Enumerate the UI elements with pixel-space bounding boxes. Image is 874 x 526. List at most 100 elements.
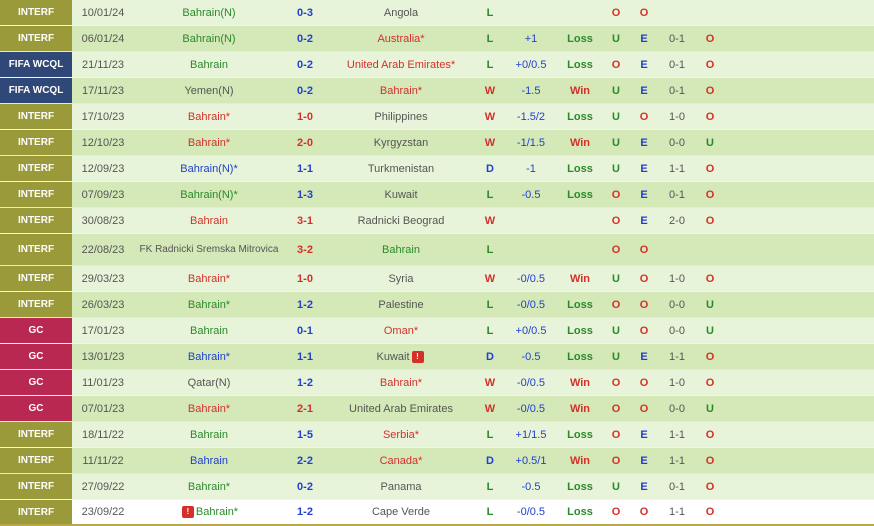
score-link[interactable]: 0-2 bbox=[284, 78, 326, 103]
match-date: 07/01/23 bbox=[72, 396, 134, 421]
home-team[interactable]: Bahrain* bbox=[134, 266, 284, 291]
match-row[interactable]: GC17/01/23Bahrain0-1Oman*L+0/0.5LossUO0-… bbox=[0, 318, 874, 344]
away-team[interactable]: Serbia* bbox=[326, 422, 476, 447]
home-team[interactable]: Bahrain* bbox=[134, 130, 284, 155]
away-team[interactable]: Kyrgyzstan bbox=[326, 130, 476, 155]
competition-label: FIFA WCQL bbox=[0, 78, 72, 103]
home-team[interactable]: Bahrain(N) bbox=[134, 0, 284, 25]
home-team[interactable]: Bahrain bbox=[134, 52, 284, 77]
away-team[interactable]: United Arab Emirates bbox=[326, 396, 476, 421]
score-link[interactable]: 1-2 bbox=[284, 292, 326, 317]
score-link[interactable]: 1-0 bbox=[284, 266, 326, 291]
score-link[interactable]: 0-3 bbox=[284, 0, 326, 25]
match-row[interactable]: FIFA WCQL17/11/23Yemen(N)0-2Bahrain*W-1.… bbox=[0, 78, 874, 104]
home-team[interactable]: Bahrain(N) bbox=[134, 26, 284, 51]
away-team[interactable]: Panama bbox=[326, 474, 476, 499]
score-link[interactable]: 0-2 bbox=[284, 26, 326, 51]
match-date: 17/10/23 bbox=[72, 104, 134, 129]
match-row[interactable]: INTERF12/09/23Bahrain(N)*1-1Turkmenistan… bbox=[0, 156, 874, 182]
away-team[interactable]: Bahrain bbox=[326, 234, 476, 265]
away-team[interactable]: Radnicki Beograd bbox=[326, 208, 476, 233]
over-under-2: E bbox=[630, 208, 658, 233]
away-team[interactable]: Bahrain* bbox=[326, 370, 476, 395]
home-team[interactable]: Bahrain bbox=[134, 422, 284, 447]
match-date: 12/10/23 bbox=[72, 130, 134, 155]
match-date: 18/11/22 bbox=[72, 422, 134, 447]
halftime-score: 0-1 bbox=[658, 78, 696, 103]
match-row[interactable]: INTERF27/09/22Bahrain*0-2PanamaL-0.5Loss… bbox=[0, 474, 874, 500]
match-row[interactable]: INTERF17/10/23Bahrain*1-0PhilippinesW-1.… bbox=[0, 104, 874, 130]
home-team[interactable]: Bahrain bbox=[134, 318, 284, 343]
away-team[interactable]: Australia* bbox=[326, 26, 476, 51]
match-row[interactable]: FIFA WCQL21/11/23Bahrain0-2United Arab E… bbox=[0, 52, 874, 78]
match-row[interactable]: INTERF10/01/24Bahrain(N)0-3AngolaLOO bbox=[0, 0, 874, 26]
score-link[interactable]: 3-2 bbox=[284, 234, 326, 265]
away-team[interactable]: Canada* bbox=[326, 448, 476, 473]
score-link[interactable]: 0-2 bbox=[284, 474, 326, 499]
away-team[interactable]: Palestine bbox=[326, 292, 476, 317]
home-team[interactable]: Yemen(N) bbox=[134, 78, 284, 103]
away-team[interactable]: Oman* bbox=[326, 318, 476, 343]
home-team[interactable]: Bahrain* bbox=[134, 292, 284, 317]
over-under-3: O bbox=[696, 422, 724, 447]
away-team[interactable]: United Arab Emirates* bbox=[326, 52, 476, 77]
away-team[interactable]: Kuwait! bbox=[326, 344, 476, 369]
match-row[interactable]: INTERF07/09/23Bahrain(N)*1-3KuwaitL-0.5L… bbox=[0, 182, 874, 208]
match-row[interactable]: GC13/01/23Bahrain*1-1Kuwait!D-0.5LossUE1… bbox=[0, 344, 874, 370]
score-link[interactable]: 2-0 bbox=[284, 130, 326, 155]
score-link[interactable]: 1-2 bbox=[284, 500, 326, 524]
home-team[interactable]: Bahrain* bbox=[134, 396, 284, 421]
match-row[interactable]: INTERF11/11/22Bahrain2-2Canada*D+0.5/1Wi… bbox=[0, 448, 874, 474]
handicap: +0/0.5 bbox=[504, 52, 558, 77]
match-row[interactable]: INTERF23/09/22!Bahrain*1-2Cape VerdeL-0/… bbox=[0, 500, 874, 526]
score-link[interactable]: 1-3 bbox=[284, 182, 326, 207]
match-row[interactable]: INTERF26/03/23Bahrain*1-2PalestineL-0/0.… bbox=[0, 292, 874, 318]
score-link[interactable]: 2-2 bbox=[284, 448, 326, 473]
over-under-3: O bbox=[696, 78, 724, 103]
halftime-score: 0-0 bbox=[658, 292, 696, 317]
score-link[interactable]: 0-1 bbox=[284, 318, 326, 343]
match-row[interactable]: INTERF12/10/23Bahrain*2-0KyrgyzstanW-1/1… bbox=[0, 130, 874, 156]
home-team[interactable]: !Bahrain* bbox=[134, 500, 284, 524]
match-row[interactable]: INTERF22/08/23FK Radnicki Sremska Mitrov… bbox=[0, 234, 874, 266]
result: W bbox=[476, 370, 504, 395]
away-team[interactable]: Kuwait bbox=[326, 182, 476, 207]
score-link[interactable]: 0-2 bbox=[284, 52, 326, 77]
match-row[interactable]: GC11/01/23Qatar(N)1-2Bahrain*W-0/0.5WinO… bbox=[0, 370, 874, 396]
home-team[interactable]: FK Radnicki Sremska Mitrovica bbox=[134, 234, 284, 265]
score-link[interactable]: 2-1 bbox=[284, 396, 326, 421]
over-under-1: O bbox=[602, 52, 630, 77]
away-team[interactable]: Cape Verde bbox=[326, 500, 476, 524]
result: W bbox=[476, 104, 504, 129]
home-team[interactable]: Bahrain bbox=[134, 208, 284, 233]
halftime-score: 0-0 bbox=[658, 396, 696, 421]
competition-label: INTERF bbox=[0, 156, 72, 181]
score-link[interactable]: 1-5 bbox=[284, 422, 326, 447]
competition-label: INTERF bbox=[0, 422, 72, 447]
away-team[interactable]: Bahrain* bbox=[326, 78, 476, 103]
home-team[interactable]: Qatar(N) bbox=[134, 370, 284, 395]
match-row[interactable]: INTERF29/03/23Bahrain*1-0SyriaW-0/0.5Win… bbox=[0, 266, 874, 292]
home-team[interactable]: Bahrain bbox=[134, 448, 284, 473]
match-row[interactable]: INTERF18/11/22Bahrain1-5Serbia*L+1/1.5Lo… bbox=[0, 422, 874, 448]
home-team[interactable]: Bahrain* bbox=[134, 104, 284, 129]
score-link[interactable]: 3-1 bbox=[284, 208, 326, 233]
match-row[interactable]: INTERF30/08/23Bahrain3-1Radnicki Beograd… bbox=[0, 208, 874, 234]
away-team[interactable]: Philippines bbox=[326, 104, 476, 129]
away-team[interactable]: Angola bbox=[326, 0, 476, 25]
home-team[interactable]: Bahrain* bbox=[134, 474, 284, 499]
match-date: 06/01/24 bbox=[72, 26, 134, 51]
score-link[interactable]: 1-2 bbox=[284, 370, 326, 395]
home-team[interactable]: Bahrain(N)* bbox=[134, 182, 284, 207]
match-row[interactable]: INTERF06/01/24Bahrain(N)0-2Australia*L+1… bbox=[0, 26, 874, 52]
away-team[interactable]: Syria bbox=[326, 266, 476, 291]
home-team[interactable]: Bahrain* bbox=[134, 344, 284, 369]
score-link[interactable]: 1-0 bbox=[284, 104, 326, 129]
match-row[interactable]: GC07/01/23Bahrain*2-1United Arab Emirate… bbox=[0, 396, 874, 422]
result: L bbox=[476, 422, 504, 447]
score-link[interactable]: 1-1 bbox=[284, 344, 326, 369]
home-team[interactable]: Bahrain(N)* bbox=[134, 156, 284, 181]
score-link[interactable]: 1-1 bbox=[284, 156, 326, 181]
away-team[interactable]: Turkmenistan bbox=[326, 156, 476, 181]
competition-label: INTERF bbox=[0, 0, 72, 25]
